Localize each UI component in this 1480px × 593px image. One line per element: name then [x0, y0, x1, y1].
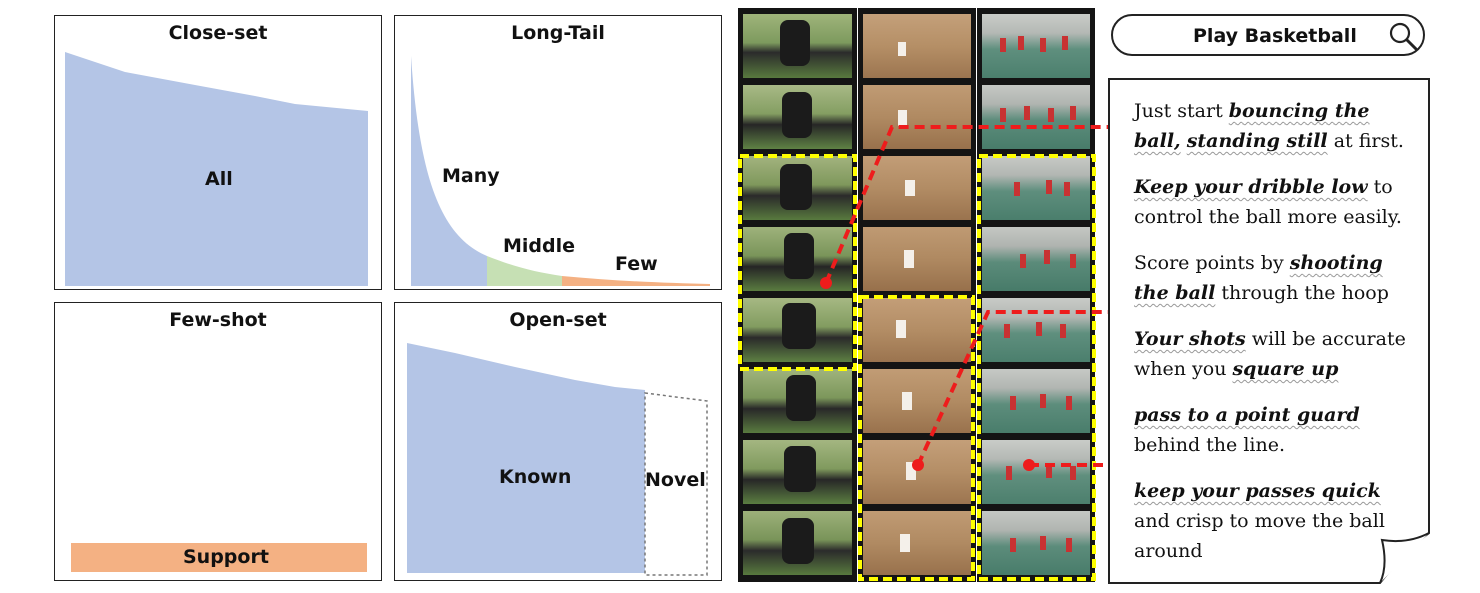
close-set-all-label: All — [205, 168, 233, 190]
highlighted-phrase: keep your passes quick — [1134, 480, 1381, 502]
note-paragraph: Your shots will be accurate when you squ… — [1134, 324, 1418, 384]
highlighted-phrase: square up — [1232, 358, 1339, 380]
video-frame — [863, 227, 971, 291]
search-icon[interactable] — [1383, 16, 1423, 56]
video-frame — [863, 298, 971, 362]
video-frame — [863, 14, 971, 78]
open-set-known-label: Known — [499, 466, 572, 488]
few-shot-panel: Few-shot Support — [54, 302, 382, 581]
video-frame — [863, 369, 971, 433]
close-set-panel: Close-set All — [54, 15, 382, 290]
video-frame — [743, 14, 852, 78]
note-text: to control the ball more easily. — [1134, 176, 1402, 228]
video-frame — [743, 369, 852, 433]
highlighted-phrase: Keep your dribble low — [1134, 176, 1368, 198]
note-paragraph: Just start bouncing the ball, standing s… — [1134, 96, 1418, 156]
video-frame — [863, 440, 971, 504]
film-strip-player — [738, 8, 857, 582]
search-query: Play Basketball — [1193, 25, 1357, 47]
instruction-notes: Just start bouncing the ball, standing s… — [1134, 96, 1418, 582]
note-text: and crisp to move the ball around — [1134, 510, 1385, 562]
video-frame — [982, 298, 1090, 362]
video-frame — [982, 14, 1090, 78]
video-frame — [982, 156, 1090, 220]
video-frame — [982, 227, 1090, 291]
video-frame — [982, 369, 1090, 433]
search-bar[interactable]: Play Basketball — [1111, 14, 1425, 56]
note-paragraph: keep your passes quick and crisp to move… — [1134, 476, 1418, 566]
note-text: Score points by — [1134, 252, 1290, 274]
note-paragraph: Score points by shooting the ball throug… — [1134, 248, 1418, 308]
close-set-title: Close-set — [168, 22, 268, 44]
few-shot-title: Few-shot — [169, 309, 267, 331]
video-frame — [982, 440, 1090, 504]
close-set-area — [65, 52, 368, 286]
video-frame — [743, 85, 852, 149]
video-frame — [982, 85, 1090, 149]
long-tail-title: Long-Tail — [511, 22, 605, 44]
note-paragraph: Keep your dribble low to control the bal… — [1134, 172, 1418, 232]
long-tail-panel: Long-Tail Many Middle Few — [394, 15, 722, 290]
video-frame — [743, 511, 852, 575]
video-frame — [863, 511, 971, 575]
open-set-title: Open-set — [509, 309, 607, 331]
video-frame — [743, 156, 852, 220]
highlighted-phrase: Your shots — [1134, 328, 1246, 350]
highlighted-phrase: shooting the ball — [1134, 252, 1383, 304]
film-strip-gym — [858, 8, 976, 582]
note-text: at first. — [1327, 130, 1404, 152]
note-text: Just start — [1134, 100, 1229, 122]
video-frame — [743, 227, 852, 291]
long-tail-many-label: Many — [442, 165, 500, 187]
highlighted-phrase: pass to a point guard — [1134, 404, 1360, 426]
film-strip-court — [977, 8, 1095, 582]
long-tail-area — [411, 56, 710, 286]
video-frame — [863, 85, 971, 149]
long-tail-middle-label: Middle — [503, 235, 576, 257]
note-page — [1108, 78, 1430, 584]
video-frame — [743, 440, 852, 504]
open-set-novel-label: Novel — [645, 469, 706, 491]
video-frame — [863, 156, 971, 220]
video-frame — [743, 298, 852, 362]
highlighted-phrase: standing still — [1186, 130, 1328, 152]
highlighted-phrase: bouncing the ball, — [1134, 100, 1370, 152]
note-text: will be accurate when you — [1134, 328, 1406, 380]
note-text: behind the line. — [1134, 434, 1285, 456]
long-tail-few-label: Few — [615, 253, 658, 275]
few-shot-support-label: Support — [183, 546, 269, 568]
open-set-panel: Open-set Known Novel — [394, 302, 722, 581]
few-shot-area — [71, 543, 367, 572]
note-text: through the hoop — [1215, 282, 1389, 304]
video-frame — [982, 511, 1090, 575]
note-paragraph: pass to a point guard behind the line. — [1134, 400, 1418, 460]
open-set-area — [407, 343, 708, 576]
